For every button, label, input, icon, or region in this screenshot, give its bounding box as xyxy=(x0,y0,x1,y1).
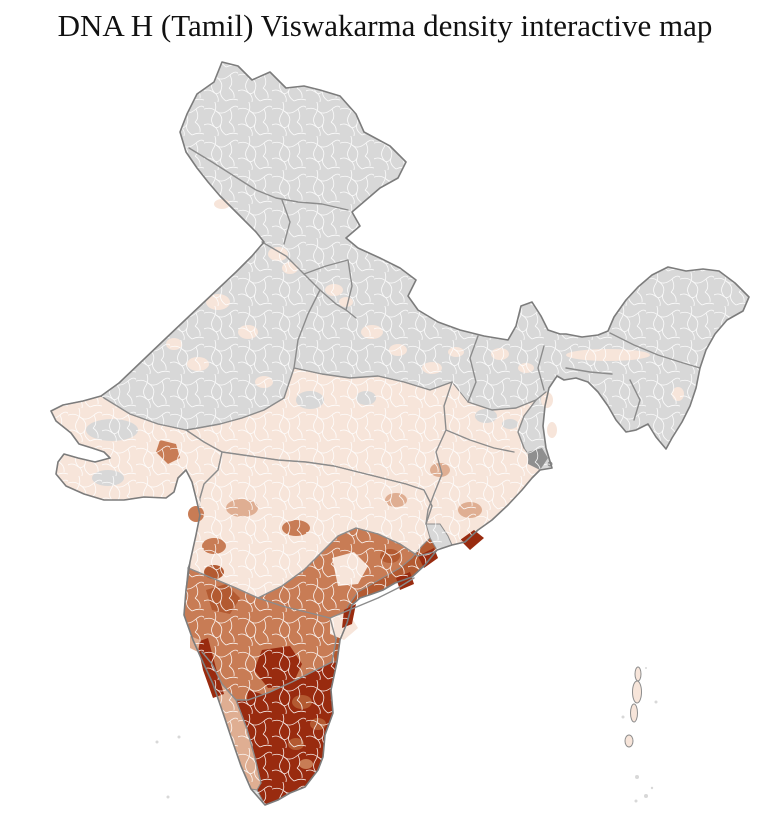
lakshadweep-islands xyxy=(155,735,181,799)
island-nicobar[interactable] xyxy=(644,794,648,798)
state-border-line xyxy=(281,199,291,245)
state-border-line xyxy=(293,367,453,391)
island-lakshadweep[interactable] xyxy=(166,795,170,799)
island-dot[interactable] xyxy=(645,667,647,669)
page-title: DNA H (Tamil) Viswakarma density interac… xyxy=(57,8,713,43)
island-lakshadweep[interactable] xyxy=(177,735,181,739)
state-border-line xyxy=(188,147,349,211)
state-border-line xyxy=(187,527,435,599)
state-border-line xyxy=(467,335,547,411)
island-nicobar[interactable] xyxy=(650,786,654,790)
state-border-line xyxy=(303,259,357,319)
state-borders xyxy=(103,147,701,784)
state-border-line xyxy=(221,451,433,525)
island-andaman[interactable] xyxy=(632,680,642,704)
island-andaman[interactable] xyxy=(634,666,642,682)
state-border-line xyxy=(425,381,537,525)
district-patch-odisha-coast[interactable] xyxy=(460,530,484,550)
state-border-line xyxy=(201,651,333,784)
state-border-line xyxy=(185,429,223,499)
state-border-line xyxy=(257,577,415,663)
state-border-line xyxy=(185,289,321,431)
district-patch-wb[interactable] xyxy=(547,422,557,438)
island-nicobar[interactable] xyxy=(635,775,639,779)
state-border-line xyxy=(261,241,321,291)
state-border-line xyxy=(565,332,701,421)
island-nicobar[interactable] xyxy=(634,799,638,803)
island-dot[interactable] xyxy=(654,700,658,704)
island-andaman[interactable] xyxy=(630,703,638,723)
andaman-nicobar-islands xyxy=(621,666,658,803)
state-border-line xyxy=(103,397,187,431)
island-andaman[interactable] xyxy=(624,734,634,748)
island-lakshadweep[interactable] xyxy=(155,740,159,744)
island-dot[interactable] xyxy=(621,715,625,719)
